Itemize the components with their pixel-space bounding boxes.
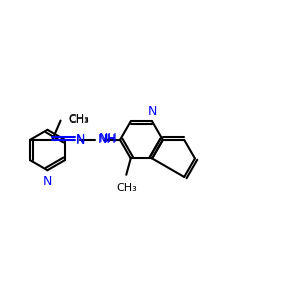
Text: CH₃: CH₃	[116, 183, 136, 193]
Text: N: N	[43, 175, 52, 188]
Text: NH: NH	[99, 132, 118, 145]
Text: NH: NH	[98, 134, 116, 146]
Text: CH₃: CH₃	[68, 114, 89, 124]
Text: N: N	[147, 105, 157, 118]
Text: N: N	[76, 134, 85, 147]
Text: CH₃: CH₃	[68, 115, 89, 125]
Text: N: N	[76, 134, 86, 146]
